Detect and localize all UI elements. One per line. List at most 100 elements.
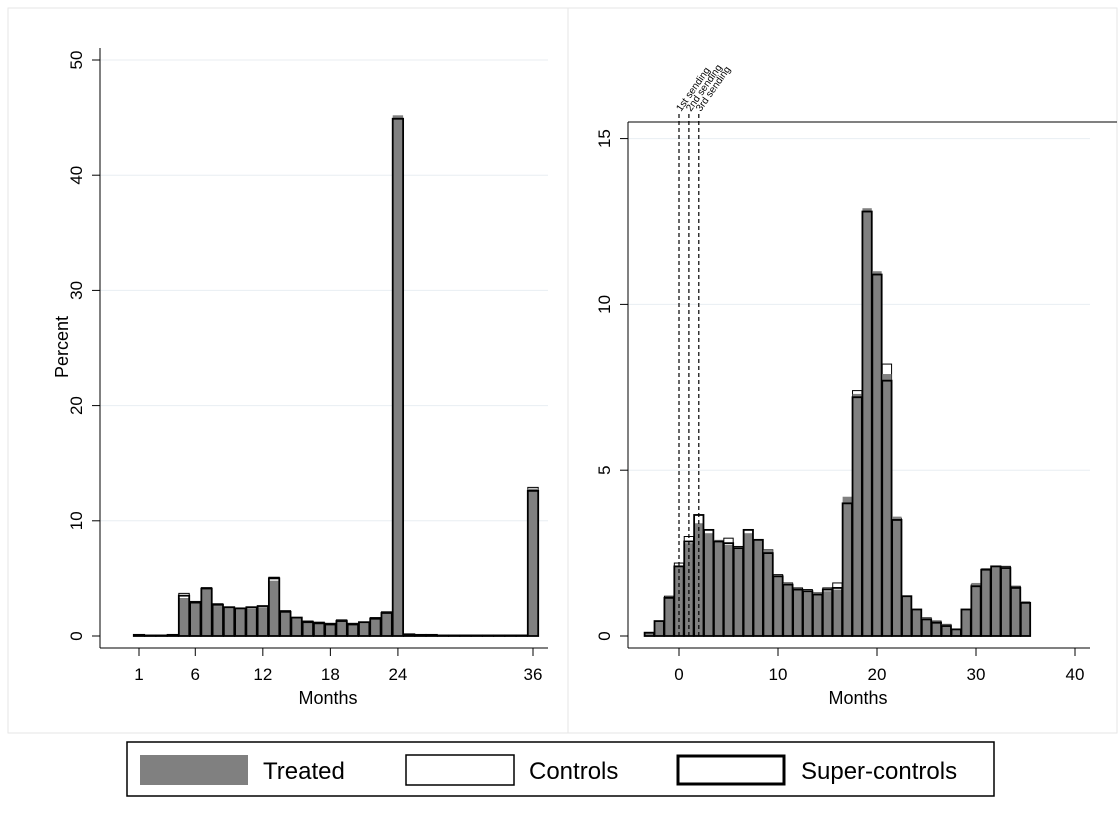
left-bar-super-controls: [132, 633, 146, 637]
left-y-tick-label: 50: [67, 51, 86, 70]
right-bar-treated: [852, 393, 862, 636]
left-x-tick-label: 12: [253, 665, 272, 684]
left-bar-treated: [257, 607, 269, 636]
right-bar-super-controls: [881, 379, 893, 637]
right-bar-treated: [733, 548, 744, 636]
right-bar-treated: [1001, 568, 1011, 636]
right-bar-treated: [763, 549, 773, 636]
right-y-tick-label: 0: [595, 631, 614, 640]
legend: Treated Controls Super-controls: [126, 741, 995, 797]
right-bar-treated: [1020, 601, 1031, 636]
legend-label-treated: Treated: [263, 758, 345, 785]
right-bar-treated: [842, 496, 852, 636]
right-bar-treated: [664, 597, 674, 636]
right-bar-treated: [991, 566, 1001, 636]
right-bar-treated: [892, 516, 902, 636]
left-chart: 0 10 20 30 40 50 1 6 12 18 24 36 Months Percent: [52, 48, 548, 708]
left-bar-super-controls: [267, 577, 281, 637]
right-bar-treated: [862, 208, 872, 636]
left-bar-treated: [370, 618, 381, 636]
right-bar-treated: [1010, 587, 1021, 636]
legend-swatch-controls: [405, 754, 515, 786]
left-bar-super-controls: [459, 634, 472, 637]
left-bar-super-controls: [481, 634, 495, 637]
left-y-tick-label: 10: [67, 511, 86, 530]
right-axes: 0 5 10 15 0 10 20 30 40: [595, 121, 1117, 684]
right-bar-treated: [882, 374, 892, 636]
right-x-tick-label: 40: [1066, 665, 1085, 684]
left-bar-treated: [358, 622, 370, 636]
left-x-tick-label: 1: [134, 665, 143, 684]
right-bar-treated: [783, 582, 793, 636]
left-bar-treated: [212, 606, 223, 636]
right-bar-treated: [941, 624, 951, 636]
left-bar-treated: [325, 624, 336, 636]
right-bar-treated: [753, 539, 763, 636]
left-bar-treated: [235, 608, 246, 636]
right-bar-treated: [981, 568, 991, 636]
left-bar-treated: [302, 622, 314, 636]
right-x-tick-label: 20: [868, 665, 887, 684]
left-bar-super-controls: [155, 634, 168, 637]
right-bar-treated: [793, 589, 803, 636]
right-bar-treated: [951, 629, 961, 636]
left-y-tick-label: 20: [67, 396, 86, 415]
left-bar-super-controls: [526, 489, 540, 637]
right-x-tick-label: 30: [967, 665, 986, 684]
left-bar-super-controls: [425, 633, 438, 637]
left-gridlines: [100, 59, 548, 522]
right-y-tick-label: 15: [595, 129, 614, 148]
right-bar-treated: [812, 592, 823, 636]
legend-label-super-controls: Super-controls: [801, 758, 957, 785]
right-bar-treated: [674, 566, 684, 636]
left-y-tick-label: 0: [67, 631, 86, 640]
left-bar-treated: [392, 115, 404, 636]
right-bar-super-controls: [891, 519, 903, 637]
left-x-tick-label: 18: [321, 665, 340, 684]
left-bar-super-controls: [414, 633, 427, 637]
left-x-tick-label: 36: [524, 665, 543, 684]
right-x-tick-label: 10: [769, 665, 788, 684]
right-y-tick-label: 5: [595, 465, 614, 474]
left-bar-treated: [336, 621, 347, 636]
right-x-tick-label: 0: [674, 665, 683, 684]
left-bar-treated: [313, 623, 325, 636]
left-bar-treated: [291, 617, 302, 636]
left-y-tick-label: 30: [67, 281, 86, 300]
left-bar-super-controls: [166, 633, 179, 637]
right-bar-treated: [773, 576, 783, 636]
left-bar-super-controls: [448, 634, 461, 637]
left-bar-super-controls: [144, 634, 157, 637]
legend-label-controls: Controls: [529, 758, 618, 785]
left-bar-treated: [190, 602, 201, 636]
left-bar-super-controls: [493, 634, 506, 637]
right-bar-super-controls: [1019, 601, 1032, 637]
right-bar-treated: [684, 543, 694, 636]
left-bar-treated: [381, 612, 392, 636]
left-bars: [132, 115, 540, 637]
right-bar-treated: [832, 589, 843, 636]
left-axes: 0 10 20 30 40 50 1 6 12 18 24 36: [67, 48, 548, 684]
left-bar-treated: [223, 607, 235, 636]
left-bar-super-controls: [436, 634, 450, 637]
right-bar-treated: [743, 533, 753, 636]
left-y-tick-label: 40: [67, 166, 86, 185]
right-y-tick-label: 10: [595, 295, 614, 314]
right-bar-treated: [911, 609, 922, 636]
right-bar-treated: [654, 621, 664, 636]
legend-swatch-treated: [140, 755, 248, 785]
right-bar-treated: [713, 539, 724, 636]
left-bar-super-controls: [391, 117, 405, 637]
left-bar-treated: [246, 608, 257, 636]
right-bar-treated: [644, 632, 654, 636]
left-bar-treated: [527, 488, 539, 636]
left-y-axis-label: Percent: [52, 316, 72, 378]
right-bar-treated: [902, 596, 912, 636]
left-bar-super-controls: [515, 634, 528, 637]
left-x-tick-label: 24: [388, 665, 407, 684]
left-bar-treated: [268, 580, 280, 636]
right-bar-treated: [803, 591, 813, 636]
left-bar-treated: [347, 624, 359, 636]
left-bar-super-controls: [470, 634, 483, 637]
